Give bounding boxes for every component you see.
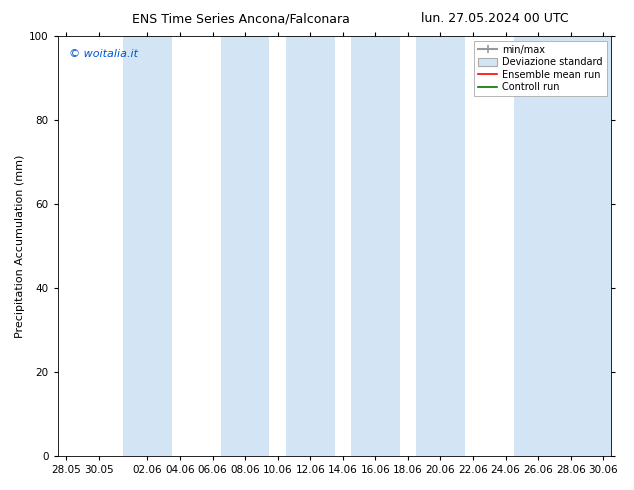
Bar — [562, 36, 611, 456]
Bar — [514, 36, 562, 456]
Bar — [351, 36, 400, 456]
Text: © woitalia.it: © woitalia.it — [69, 49, 138, 59]
Y-axis label: Precipitation Accumulation (mm): Precipitation Accumulation (mm) — [15, 154, 25, 338]
Bar — [221, 36, 269, 456]
Legend: min/max, Deviazione standard, Ensemble mean run, Controll run: min/max, Deviazione standard, Ensemble m… — [474, 41, 607, 96]
Bar — [416, 36, 465, 456]
Bar — [123, 36, 172, 456]
Text: lun. 27.05.2024 00 UTC: lun. 27.05.2024 00 UTC — [421, 12, 568, 25]
Bar — [286, 36, 335, 456]
Text: ENS Time Series Ancona/Falconara: ENS Time Series Ancona/Falconara — [132, 12, 350, 25]
